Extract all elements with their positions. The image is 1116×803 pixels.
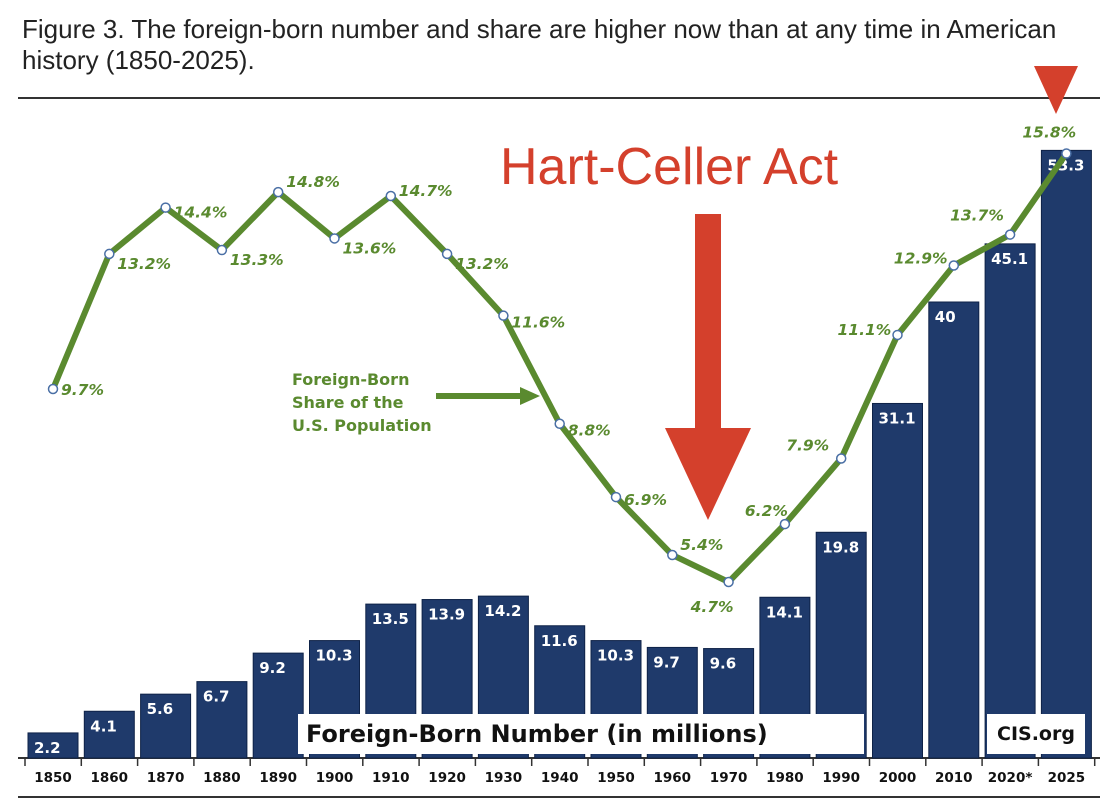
x-tick-label: 2025	[1048, 770, 1086, 786]
source-label: CIS.org	[987, 714, 1085, 754]
share-value-label: 6.2%	[745, 502, 788, 520]
share-point	[272, 186, 284, 198]
annotation-arrow-head	[665, 428, 751, 520]
share-value-label: 14.4%	[174, 204, 228, 222]
x-tick-label: 1950	[597, 770, 635, 786]
share-point	[892, 329, 903, 341]
share-value-label: 13.2%	[117, 255, 171, 273]
share-value-label: 12.9%	[894, 249, 948, 267]
share-value-label: 9.7%	[61, 381, 104, 399]
x-tick-label: 1930	[485, 770, 523, 786]
share-point	[329, 233, 340, 244]
bar	[83, 710, 135, 759]
share-point	[835, 453, 847, 464]
share-point	[441, 248, 453, 260]
bar-value-label: 10.3	[316, 647, 353, 665]
share-point	[948, 260, 960, 271]
x-tick-label: 1860	[91, 770, 129, 786]
share-point	[667, 549, 678, 561]
x-tick-label: 2010	[935, 770, 973, 786]
x-tick-label: 1970	[710, 770, 748, 786]
share-point	[47, 383, 59, 395]
x-tick-label: 2000	[879, 770, 917, 786]
share-value-label: 6.9%	[624, 491, 667, 509]
number-series-label: Foreign-Born Number (in millions)	[298, 714, 864, 754]
share-value-label: 11.6%	[511, 314, 565, 332]
share-value-label: 11.1%	[838, 321, 892, 339]
bar-value-label: 5.6	[147, 700, 174, 718]
bar-value-label: 40	[935, 308, 956, 326]
share-point	[1004, 229, 1016, 240]
bar	[928, 301, 980, 759]
bar	[252, 652, 304, 759]
share-point	[160, 202, 171, 213]
bar	[27, 732, 79, 759]
share-value-label: 7.9%	[786, 436, 829, 454]
share-point	[723, 576, 734, 588]
share-value-label: 13.3%	[230, 251, 284, 269]
x-tick-label: 1850	[34, 770, 72, 786]
bar-value-label: 45.1	[991, 250, 1028, 268]
share-value-label: 8.8%	[568, 422, 611, 440]
share-value-label: 14.7%	[399, 182, 453, 200]
bar-value-label: 14.1	[766, 603, 803, 621]
bar-value-label: 2.2	[34, 739, 61, 757]
bar-value-label: 4.1	[90, 717, 117, 735]
share-value-label: 13.6%	[343, 239, 397, 257]
share-point	[779, 518, 791, 530]
x-tick-label: 1920	[428, 770, 466, 786]
bar	[984, 243, 1036, 759]
x-tick-label: 1940	[541, 770, 579, 786]
bottom-divider	[18, 796, 1100, 798]
share-point	[610, 491, 622, 503]
bar-value-label: 31.1	[879, 409, 916, 427]
bar	[872, 402, 923, 759]
bar-value-label: 14.2	[484, 602, 521, 620]
share-point	[1061, 148, 1072, 159]
x-tick-label: 1910	[372, 770, 410, 786]
x-tick-label: 1960	[654, 770, 692, 786]
share-value-label: 13.2%	[455, 255, 509, 273]
peak-marker-icon	[1034, 66, 1078, 114]
x-tick-label: 1880	[203, 770, 241, 786]
x-tick-label: 1990	[822, 770, 860, 786]
share-point	[498, 310, 509, 321]
share-value-label: 14.8%	[286, 173, 340, 191]
bar-value-label: 9.7	[653, 653, 680, 671]
bar-value-label: 6.7	[203, 688, 230, 706]
bar	[196, 681, 248, 759]
share-value-label: 5.4%	[680, 536, 723, 554]
bar-value-label: 9.2	[259, 659, 286, 677]
share-point	[385, 190, 397, 202]
bar	[1040, 149, 1092, 759]
bar-value-label: 9.6	[710, 655, 737, 673]
x-tick-label: 2020*	[988, 770, 1033, 786]
share-value-label: 15.8%	[1022, 124, 1076, 142]
share-point	[216, 244, 228, 256]
annotation-label: Hart-Celler Act	[500, 138, 839, 196]
share-series-label: Foreign-Born Share of the U.S. Populatio…	[292, 370, 432, 435]
bar	[140, 693, 192, 759]
x-tick-label: 1870	[147, 770, 185, 786]
bar-value-label: 11.6	[541, 632, 578, 650]
share-point	[554, 418, 565, 429]
share-value-label: 4.7%	[690, 598, 734, 616]
bar-value-label: 13.9	[428, 606, 465, 624]
x-tick-label: 1980	[766, 770, 804, 786]
bar-value-label: 13.5	[372, 610, 409, 628]
share-value-label: 13.7%	[950, 207, 1004, 225]
bar-value-label: 19.8	[822, 538, 859, 556]
title-divider	[18, 97, 1100, 99]
share-point	[104, 248, 115, 260]
x-tick-label: 1900	[316, 770, 354, 786]
annotation-arrow-shaft	[695, 214, 721, 430]
share-pointer-head	[520, 387, 540, 405]
bar-value-label: 10.3	[597, 647, 634, 665]
figure-title: Figure 3. The foreign-born number and sh…	[22, 14, 1057, 75]
x-tick-label: 1890	[259, 770, 297, 786]
